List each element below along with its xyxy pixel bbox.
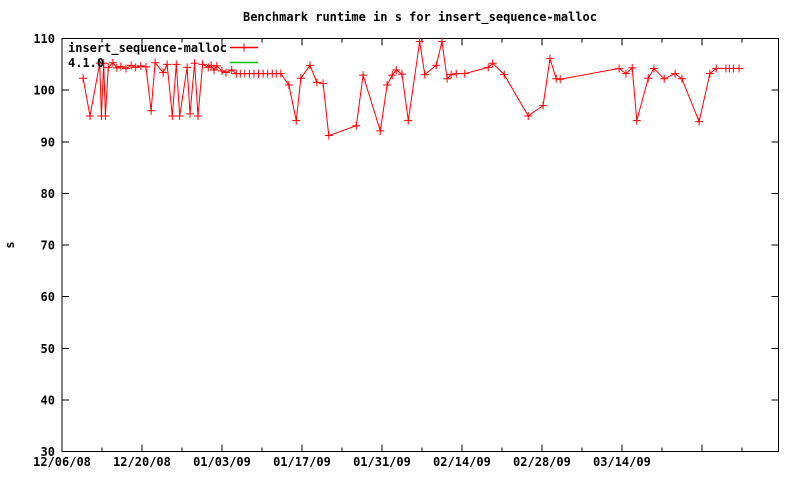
y-tick-label: 40: [41, 393, 55, 407]
y-tick-label: 50: [41, 342, 55, 356]
legend-samples: [230, 43, 258, 64]
series-line-0: [82, 41, 740, 137]
plot-area: 30 40 50 60 70 80 90 100 110 12/06/08 12/20/08 01/0…: [33, 32, 779, 469]
x-tick-label: 02/14/09: [433, 455, 491, 469]
x-tick-label: 01/03/09: [193, 455, 251, 469]
x-tick-label: 12/06/08: [33, 455, 91, 469]
y-tick-label: 110: [33, 32, 55, 46]
chart-title: Benchmark runtime in s for insert_sequen…: [243, 10, 597, 25]
y-tick-label: 70: [41, 239, 55, 253]
x-tick-label: 01/17/09: [273, 455, 331, 469]
legend-version-label: 4.1.0: [68, 56, 104, 70]
legend-series-label: insert_sequence-malloc: [68, 41, 227, 56]
series-markers-0: [79, 37, 744, 140]
y-axis-title: s: [3, 241, 17, 248]
x-tick-label: 03/14/09: [593, 455, 651, 469]
plot-frame: [61, 38, 779, 452]
x-tick-label: 02/28/09: [513, 455, 571, 469]
x-tick-label: 12/20/08: [113, 455, 171, 469]
y-tick-label: 100: [33, 84, 55, 98]
x-tick-label: 01/31/09: [353, 455, 411, 469]
y-tick-label: 30: [41, 445, 55, 459]
y-tick-label: 60: [41, 290, 55, 304]
y-tick-label: 80: [41, 187, 55, 201]
y-tick-label: 90: [41, 135, 55, 149]
legend-sample-marker-0: [240, 43, 248, 52]
